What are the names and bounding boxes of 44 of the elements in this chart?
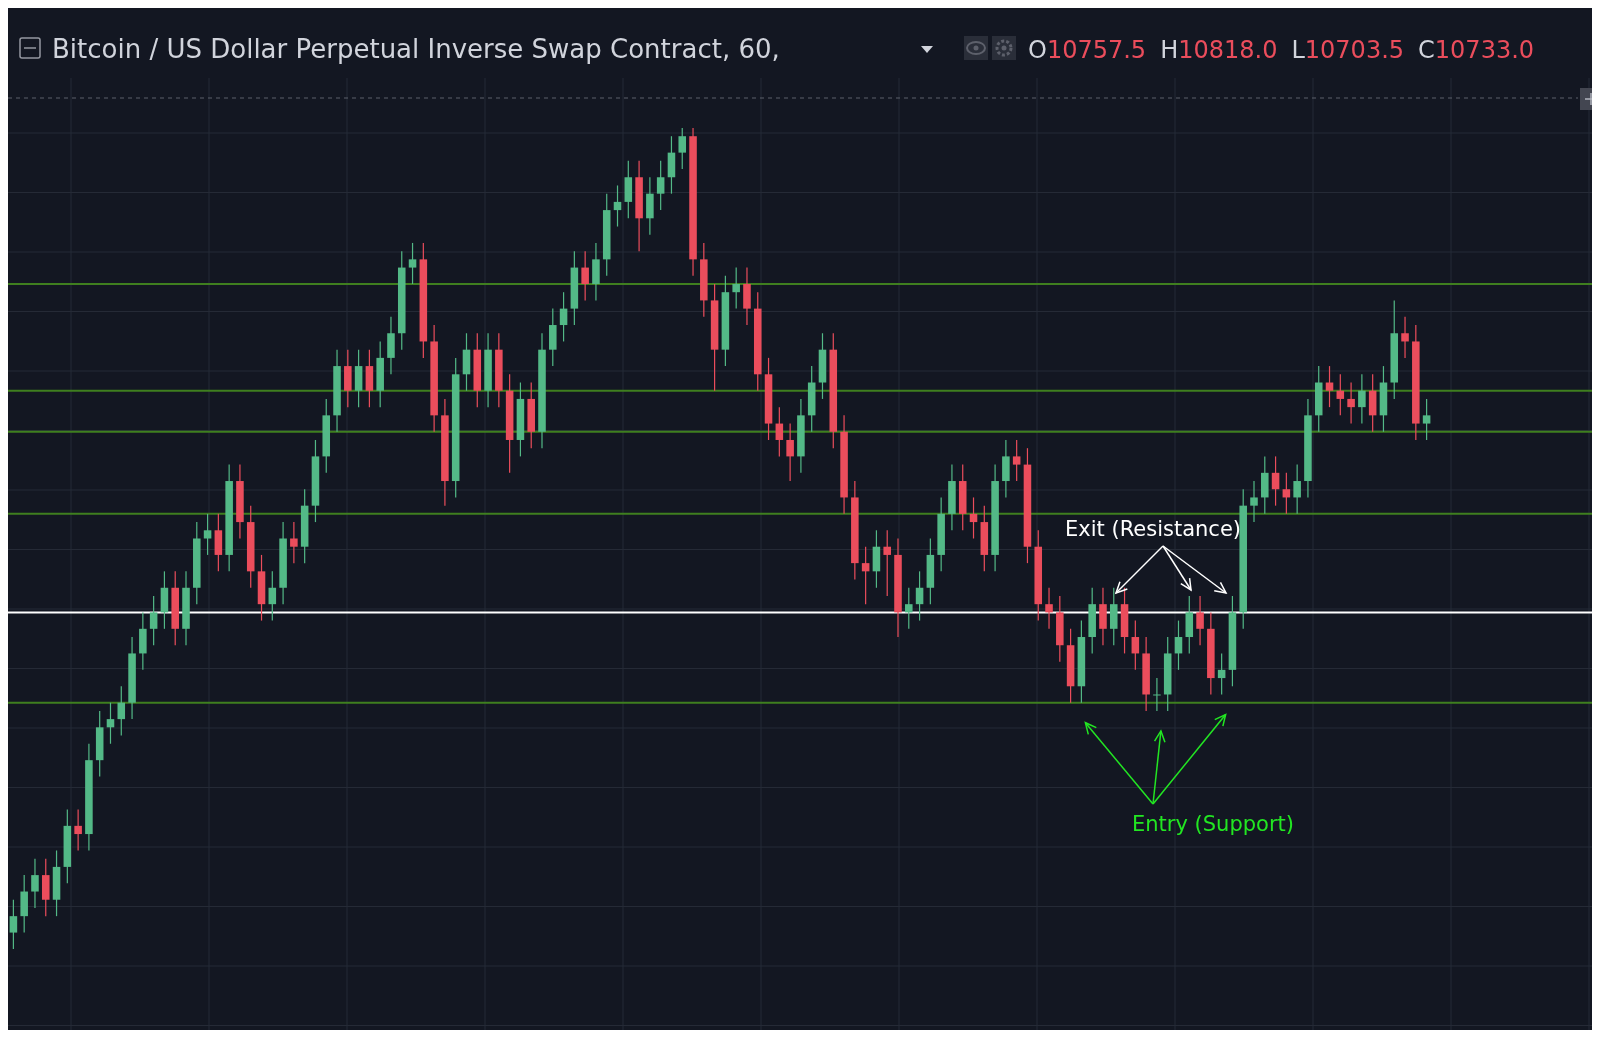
candlestick [1422, 398, 1431, 441]
candlestick [861, 546, 870, 605]
candlestick [1358, 373, 1366, 425]
candlestick [74, 808, 82, 852]
candlestick [915, 570, 924, 622]
candlestick [106, 702, 115, 745]
candlestick [1250, 480, 1258, 523]
candlestick [1045, 587, 1053, 630]
candlestick [1153, 677, 1161, 712]
chart-title: Bitcoin / US Dollar Perpetual Inverse Swap Contract, 60, [52, 34, 780, 64]
candlestick [268, 570, 277, 622]
candlestick [1347, 381, 1355, 425]
candlestick [31, 858, 39, 909]
candlestick [149, 595, 158, 646]
candlestick [775, 406, 784, 457]
candlestick [883, 529, 891, 597]
chart-subtitle: O10757.5 H10818.0 L10703.5 C10733.0 [1028, 36, 1535, 64]
candlestick [1174, 620, 1183, 671]
candlestick [117, 685, 126, 737]
candlestick [1131, 620, 1140, 671]
candlestick [1401, 316, 1409, 359]
candlestick [290, 521, 298, 564]
candlestick [732, 266, 740, 310]
candlestick [1336, 373, 1345, 416]
candlestick [786, 422, 794, 482]
candlestick [678, 127, 687, 170]
candlestick [905, 587, 913, 630]
candlestick [203, 513, 212, 556]
candlestick [1217, 652, 1226, 696]
annotation: Entry (Support) [1132, 812, 1294, 836]
candlestick [1196, 595, 1204, 646]
candlestick [1012, 439, 1021, 482]
candlestick [969, 496, 978, 540]
candlestick [9, 899, 18, 950]
candlestick [656, 160, 665, 211]
candlestick [581, 250, 589, 302]
candlestick [408, 242, 417, 285]
candlestick [1293, 464, 1301, 515]
candlestick [613, 184, 622, 228]
candlestick [1325, 365, 1334, 408]
annotation: Exit (Resistance) [1065, 517, 1241, 541]
candlestick [559, 291, 568, 343]
candlestick [1282, 472, 1291, 515]
candlestick [1271, 455, 1280, 507]
